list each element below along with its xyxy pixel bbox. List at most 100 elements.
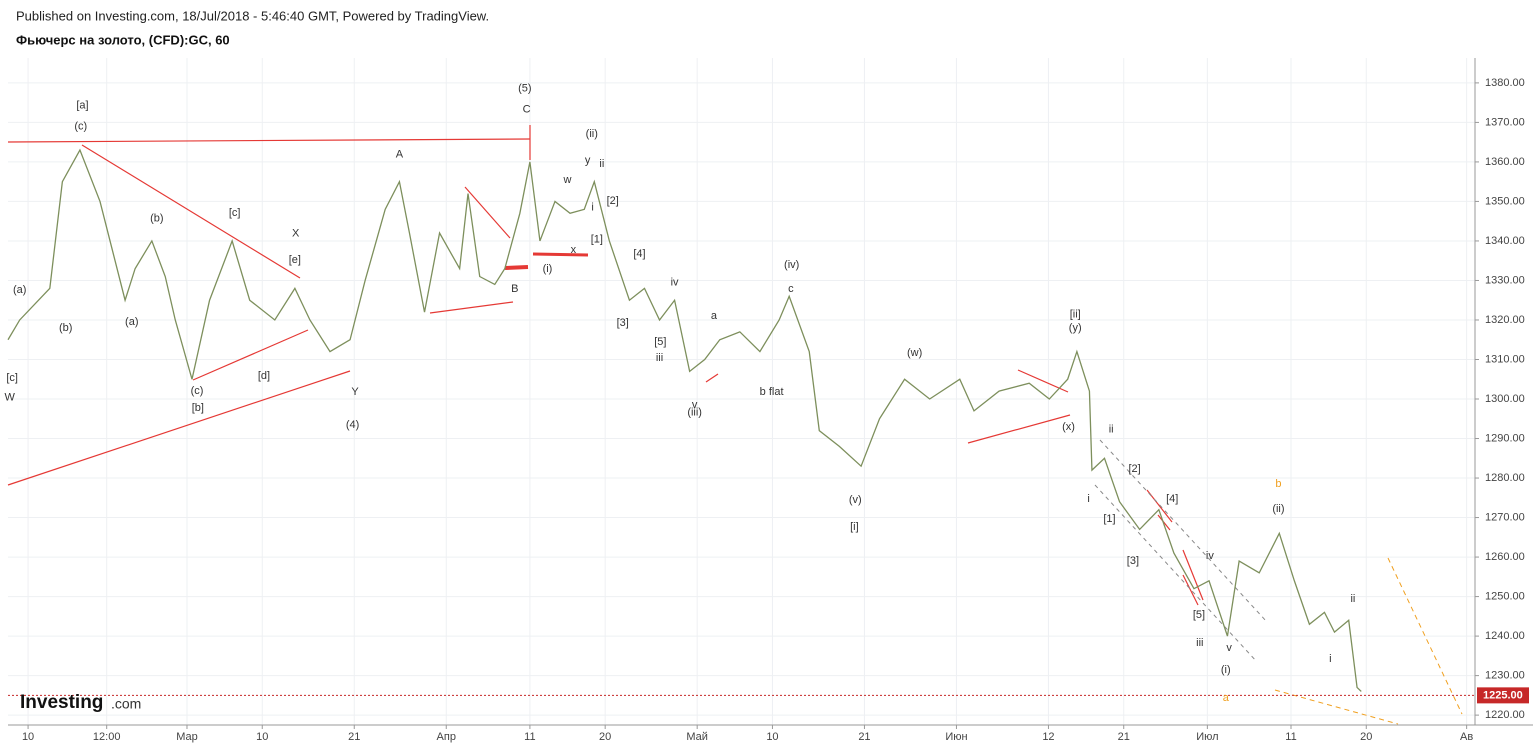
trend-line	[1182, 549, 1204, 601]
wave-label: i	[1329, 653, 1331, 665]
x-tick-label: Май	[686, 731, 708, 743]
y-tick-label: 1280.00	[1485, 472, 1525, 484]
wave-label: [1]	[591, 234, 603, 246]
trend-line	[7, 370, 351, 486]
wave-label: [d]	[258, 370, 270, 382]
wave-label: c	[788, 283, 794, 295]
trend-line	[967, 414, 1071, 444]
wave-label: v	[692, 399, 698, 411]
wave-label: W	[4, 392, 15, 404]
x-tick-label: 10	[766, 731, 778, 743]
wave-label: [4]	[633, 248, 645, 260]
channel-line	[1094, 484, 1258, 663]
wave-label: B	[511, 283, 518, 295]
x-tick-label: 10	[256, 731, 268, 743]
x-tick-label: 21	[1118, 731, 1130, 743]
wave-label: [i]	[850, 521, 859, 533]
wave-label: [2]	[1128, 463, 1140, 475]
wave-label: y	[585, 155, 591, 167]
wave-label: (4)	[346, 419, 359, 431]
level-line	[504, 265, 529, 270]
wave-label: ii	[1109, 424, 1114, 436]
wave-label: [ii]	[1070, 309, 1081, 321]
trend-line	[81, 144, 301, 279]
grid	[8, 58, 1475, 725]
x-tick-label: 11	[1285, 731, 1296, 743]
y-tick-label: 1310.00	[1485, 353, 1525, 365]
plot: (5) C [a] (c) (a) (b) (a) (b) (c) [b] [c] [d] X [e] Y (…	[4, 83, 1475, 704]
y-tick-label: 1330.00	[1485, 274, 1525, 286]
wave-label: a	[1223, 692, 1230, 704]
target-line	[1387, 557, 1463, 715]
y-tick-label: 1220.00	[1485, 709, 1525, 721]
x-tick-label: Июл	[1196, 731, 1218, 743]
logo-brand: Investing	[20, 692, 103, 713]
wave-label: iv	[671, 277, 679, 289]
x-tick-label: 10	[22, 731, 34, 743]
wave-label: (c)	[191, 385, 204, 397]
price-line	[7, 148, 1362, 692]
wave-label: [b]	[192, 402, 204, 414]
y-tick-label: 1380.00	[1485, 77, 1525, 89]
x-tick-label: 12:00	[93, 731, 121, 743]
y-tick-label: 1340.00	[1485, 235, 1525, 247]
wave-label: (a)	[13, 284, 26, 296]
wave-label: X	[292, 228, 300, 240]
wave-label: i	[1087, 493, 1089, 505]
wave-label: (y)	[1069, 322, 1082, 334]
wave-label: w	[563, 174, 572, 186]
y-tick-label: 1270.00	[1485, 511, 1525, 523]
wave-label: [1]	[1103, 513, 1115, 525]
published-note: Published on Investing.com, 18/Jul/2018 …	[16, 8, 489, 23]
last-price-box	[1477, 687, 1529, 704]
y-tick-label: 1320.00	[1485, 314, 1525, 326]
wave-label: (v)	[849, 494, 862, 506]
wave-label: [3]	[1127, 555, 1139, 567]
wave-label: (iii)	[687, 407, 702, 419]
wave-label: [3]	[617, 317, 629, 329]
wave-label: [5]	[1193, 609, 1205, 621]
x-tick-label: 20	[599, 731, 611, 743]
wave-label: (a)	[125, 316, 138, 328]
y-tick-label: 1240.00	[1485, 630, 1525, 642]
symbol-title: Фьючерс на золото, (CFD):GC, 60	[16, 32, 230, 47]
wave-label: (b)	[150, 213, 163, 225]
x-tick-label: 21	[858, 731, 870, 743]
wave-label: [4]	[1166, 493, 1178, 505]
y-tick-label: 1300.00	[1485, 393, 1525, 405]
wave-label: (5)	[518, 83, 531, 95]
trend-line	[705, 373, 719, 383]
x-tick-label: 21	[348, 731, 360, 743]
wave-label: (iv)	[784, 259, 799, 271]
wave-label: [5]	[654, 336, 666, 348]
x-tick-label: 20	[1360, 731, 1372, 743]
x-tick-label: 11	[524, 731, 535, 743]
wave-label: [c]	[229, 207, 241, 219]
wave-label: iii	[1196, 637, 1203, 649]
y-tick-label: 1230.00	[1485, 670, 1525, 682]
wave-label: [a]	[76, 100, 88, 112]
trend-line	[192, 329, 309, 381]
wave-label: (b)	[59, 322, 72, 334]
y-tick-label: 1250.00	[1485, 590, 1525, 602]
wave-label: (i)	[543, 263, 553, 275]
wave-label: C	[523, 104, 531, 116]
x-tick-label: Ав	[1460, 731, 1473, 743]
wave-label: [c]	[6, 372, 18, 384]
wave-label: iv	[1206, 550, 1214, 562]
wave-label: (c)	[74, 121, 87, 133]
y-tick-label: 1370.00	[1485, 116, 1525, 128]
wave-label: (ii)	[1272, 503, 1284, 515]
trend-line	[1182, 574, 1199, 606]
trend-lines	[7, 125, 1463, 725]
y-tick-label: 1290.00	[1485, 432, 1525, 444]
y-tick-label: 1350.00	[1485, 195, 1525, 207]
trend-line	[464, 186, 511, 239]
wave-label: Y	[351, 386, 359, 398]
wave-label: a	[711, 310, 718, 322]
level-line	[532, 252, 589, 257]
wave-label: ii	[1350, 593, 1355, 605]
wave-label: b flat	[760, 386, 784, 398]
target-line	[1274, 689, 1399, 725]
